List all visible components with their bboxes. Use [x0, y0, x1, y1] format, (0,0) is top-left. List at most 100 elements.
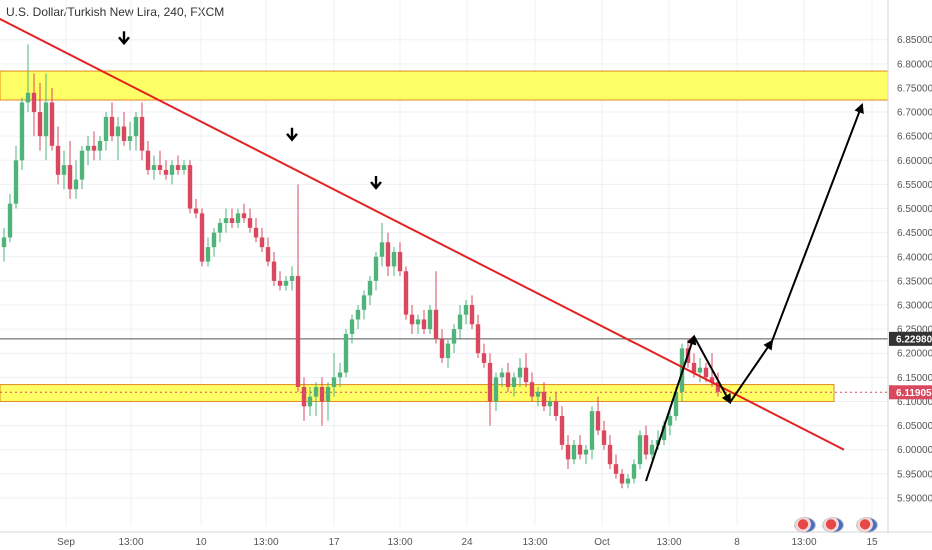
candle-body — [367, 280, 373, 296]
candle — [127, 121, 133, 151]
candle-body — [37, 112, 43, 137]
candle-body — [103, 116, 109, 141]
time-tick-label: 13:00 — [791, 537, 816, 548]
projection-arrow — [771, 102, 864, 342]
candle-body — [67, 165, 73, 190]
candle-body — [157, 165, 163, 170]
candle-body — [475, 324, 481, 354]
candle — [307, 387, 313, 416]
candle — [583, 444, 589, 465]
time-tick-label: Oct — [594, 537, 610, 548]
price-tick-label: 6.65000 — [897, 132, 932, 143]
candle — [283, 276, 289, 291]
candle-body — [1, 237, 7, 248]
price-tick-label: 6.55000 — [897, 180, 932, 191]
candle — [523, 353, 529, 387]
candle-body — [109, 116, 115, 137]
time-tick-label: 13:00 — [118, 537, 143, 548]
candle — [163, 160, 169, 180]
candle — [379, 223, 385, 267]
current-price-tag-label: 6.11905 — [896, 388, 932, 399]
down-arrow-head — [370, 181, 382, 190]
candle — [79, 145, 85, 190]
candle-body — [373, 256, 379, 281]
candle-body — [301, 387, 307, 407]
candle — [31, 73, 37, 137]
price-tick-label: 6.70000 — [897, 108, 932, 119]
projection-arrow — [729, 339, 774, 404]
candle — [517, 358, 523, 387]
candle-body — [259, 237, 265, 248]
candle — [403, 266, 409, 320]
level-price-tag: 6.22980 — [889, 331, 932, 346]
candle-body — [91, 145, 97, 151]
candle — [697, 358, 703, 383]
candle — [427, 305, 433, 334]
candle-body — [703, 367, 709, 378]
candle — [247, 208, 253, 233]
candle-body — [325, 387, 331, 402]
candle-body — [445, 343, 451, 359]
candle-body — [469, 305, 475, 325]
candle — [217, 218, 223, 243]
candle — [205, 237, 211, 267]
candle-body — [49, 102, 55, 146]
candle — [439, 329, 445, 363]
candle — [295, 184, 301, 392]
candle-body — [193, 208, 199, 214]
candle-body — [361, 295, 367, 310]
candle — [187, 160, 193, 214]
us-flag-icon[interactable] — [822, 517, 844, 533]
candle-body — [415, 319, 421, 325]
price-tick-label: 6.80000 — [897, 59, 932, 70]
candle-body — [607, 444, 613, 465]
candle-body — [181, 165, 187, 170]
time-tick-label: 17 — [328, 537, 340, 548]
candle — [325, 382, 331, 421]
us-flag-icon[interactable] — [794, 517, 816, 533]
price-tick-label: 6.10000 — [897, 397, 932, 408]
current-price-tag-box — [889, 385, 932, 400]
candle — [397, 242, 403, 277]
candle-body — [121, 126, 127, 141]
candle-body — [169, 165, 175, 175]
candle — [319, 377, 325, 426]
candle — [115, 116, 121, 161]
candle-body — [715, 382, 721, 392]
candle — [313, 382, 319, 416]
candle — [331, 353, 337, 397]
us-flag-icon[interactable] — [856, 517, 878, 533]
candle-body — [397, 251, 403, 272]
candle-body — [43, 102, 49, 137]
price-tick-label: 6.00000 — [897, 445, 932, 456]
price-tick-label: 5.95000 — [897, 469, 932, 480]
candle — [61, 150, 67, 190]
candle-body — [451, 329, 457, 344]
candle — [235, 208, 241, 228]
price-tick-label: 6.85000 — [897, 35, 932, 46]
candle-body — [133, 116, 139, 137]
candle-body — [463, 305, 469, 315]
candle — [475, 314, 481, 359]
candle-body — [619, 473, 625, 484]
candle — [229, 208, 235, 228]
candle-body — [31, 92, 37, 113]
down-arrow-marker — [118, 31, 130, 46]
candle-body — [583, 449, 589, 455]
candle-body — [625, 478, 631, 484]
candle-body — [7, 203, 13, 238]
candle — [559, 406, 565, 450]
candle — [139, 102, 145, 161]
candle-body — [163, 169, 169, 175]
candle-body — [55, 145, 61, 175]
candle-body — [217, 223, 223, 233]
candle — [505, 362, 511, 392]
candle-body — [505, 372, 511, 387]
candle — [367, 276, 373, 305]
candle — [571, 440, 577, 465]
candle — [529, 372, 535, 402]
candle — [631, 459, 637, 484]
candle — [25, 44, 31, 113]
candle — [637, 430, 643, 469]
